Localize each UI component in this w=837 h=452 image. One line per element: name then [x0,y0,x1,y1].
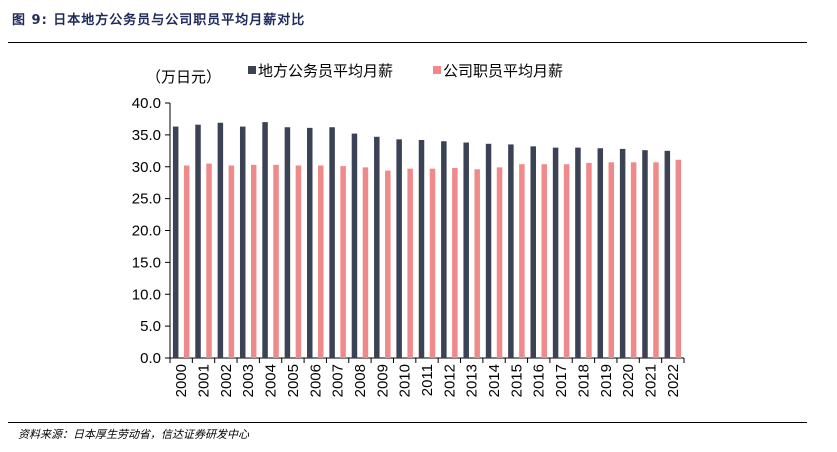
figure-title: 图 9: 日本地方公务员与公司职员平均月薪对比 [12,13,306,28]
y-tick-label: 40.0 [132,95,161,112]
bar-civil-servant [239,126,246,359]
legend-label: 地方公务员平均月薪 [258,62,393,80]
x-tick-label: 2021 [642,364,659,397]
x-tick-label: 2019 [598,364,615,397]
bar-company-employee [385,170,391,358]
bar-company-employee [474,169,480,358]
bar-company-employee [496,167,503,358]
bar-company-employee [318,165,324,358]
bar-company-employee [452,168,458,358]
bars [172,122,682,359]
x-tick-label: 2012 [441,364,458,397]
bar-company-employee [586,162,592,358]
bar-company-employee [295,165,302,358]
bar-company-employee [429,168,436,358]
x-tick-label: 2016 [531,364,548,397]
x-tick-label: 2006 [307,364,324,397]
bar-civil-servant [463,142,469,358]
bar-civil-servant [284,127,291,358]
bar-civil-servant [552,147,559,358]
bar-civil-servant [307,127,313,358]
bar-civil-servant [441,141,447,358]
x-tick-label: 2004 [263,364,280,397]
x-tick-label: 2017 [553,364,570,397]
legend-swatch [433,66,441,74]
x-tick-label: 2022 [665,364,682,397]
bar-civil-servant [530,146,536,358]
x-tick-label: 2020 [620,364,637,397]
bar-company-employee [228,165,235,358]
y-tick-label: 15.0 [132,254,161,271]
bar-civil-servant [396,139,402,358]
bar-civil-servant [597,148,604,358]
bottom-divider [8,422,807,423]
x-tick-label: 2000 [173,364,190,397]
x-tick-label: 2008 [352,364,369,397]
y-tick-label: 30.0 [132,159,161,176]
bar-company-employee [273,164,279,358]
y-tick-label: 20.0 [132,223,161,240]
bar-civil-servant [418,139,425,358]
x-tick-label: 2007 [330,364,347,397]
y-tick-label: 10.0 [132,286,161,303]
bar-civil-servant [351,133,358,358]
bar-company-employee [206,163,212,358]
bar-company-employee [340,166,346,358]
bar-company-employee [407,168,413,358]
x-tick-label: 2005 [285,364,302,397]
bar-civil-servant [485,143,492,358]
y-tick-label: 25.0 [132,191,161,208]
legend: 地方公务员平均月薪 公司职员平均月薪 [248,62,563,80]
bar-civil-servant [329,127,335,358]
legend-swatch [248,66,256,74]
x-tick-label: 2009 [374,364,391,397]
y-tick-label: 5.0 [140,318,161,335]
bar-company-employee [630,162,637,358]
bar-civil-servant [374,136,380,358]
bar-civil-servant [664,150,671,358]
bar-company-employee [608,162,615,358]
bar-civil-servant [642,150,648,358]
bar-civil-servant [575,147,581,358]
bar-civil-servant [619,148,626,358]
legend-label: 公司职员平均月薪 [443,62,563,80]
bar-civil-servant [195,124,201,358]
bar-company-employee [541,164,547,358]
bar-company-employee [519,164,525,358]
y-tick-label: 0.0 [140,350,161,367]
bar-company-employee [653,162,659,358]
x-tick-label: 2013 [464,364,481,397]
bar-civil-servant [508,144,514,358]
y-axis: 0.0 5.0 10.0 15.0 20.0 25.0 30.0 35.0 40.0 [132,95,171,367]
top-divider [8,42,807,43]
x-tick-label: 2003 [240,364,257,397]
x-tick-label: 2010 [397,364,414,397]
x-tick-label: 2018 [575,364,592,397]
x-axis: 2000 2001 2002 2003 2004 2005 2006 2007 2008 2009… [169,357,685,397]
bar-company-employee [250,164,257,358]
x-tick-label: 2001 [196,364,213,397]
x-tick-label: 2002 [218,364,235,397]
x-tick-label: 2014 [486,364,503,397]
x-tick-label: 2015 [508,364,525,397]
bar-civil-servant [262,122,268,358]
bar-company-employee [675,159,682,358]
x-tick-label: 2011 [419,364,436,396]
source-note: 资料来源：日本厚生劳动省，信达证券研发中心 [18,428,249,441]
bar-civil-servant [217,122,224,358]
bar-company-employee [563,164,570,358]
bar-civil-servant [172,126,179,359]
bar-company-employee [362,167,369,358]
unit-label: （万日元） [146,68,221,86]
y-tick-label: 35.0 [132,127,161,144]
bar-company-employee [183,165,190,358]
